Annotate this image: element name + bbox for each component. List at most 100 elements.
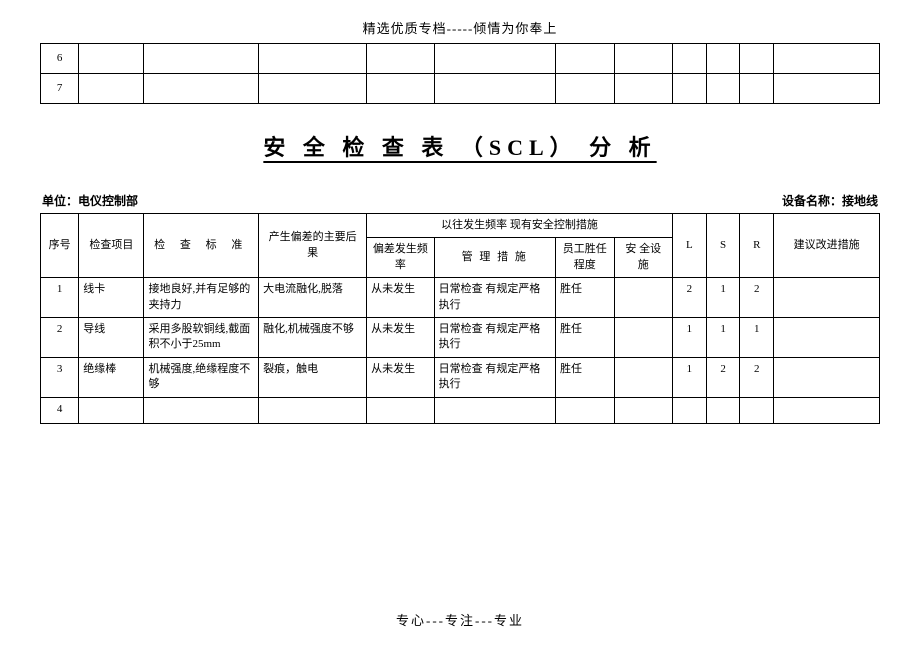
cell-deviation: 大电流融化,脱落 bbox=[259, 278, 367, 318]
cell-emp: 胜任 bbox=[556, 357, 614, 397]
cell bbox=[774, 74, 880, 104]
cell bbox=[672, 44, 706, 74]
document-title: 安 全 检 查 表 （SCL） 分 析 bbox=[40, 130, 880, 162]
cell-suggest bbox=[774, 397, 880, 423]
cell bbox=[367, 74, 434, 104]
equipment-field: 设备名称：接地线 bbox=[782, 192, 878, 209]
document-page: 精选优质专档-----倾情为你奉上 6 7 安 全 检 查 表 （SCL） 分 … bbox=[0, 0, 920, 651]
cell bbox=[740, 74, 774, 104]
cell bbox=[706, 74, 740, 104]
cell-item: 绝缘棒 bbox=[79, 357, 144, 397]
table-row: 2 导线 采用多股软铜线,截面积不小于25mm 融化,机械强度不够 从未发生 日… bbox=[41, 317, 880, 357]
cell-item bbox=[79, 397, 144, 423]
col-S: S bbox=[706, 214, 740, 278]
cell-L: 1 bbox=[672, 357, 706, 397]
cell-seq: 2 bbox=[41, 317, 79, 357]
cell-suggest bbox=[774, 278, 880, 318]
cell-facility bbox=[614, 317, 672, 357]
cell bbox=[774, 44, 880, 74]
meta-line: 单位：电仪控制部 设备名称：接地线 bbox=[40, 192, 880, 209]
cell bbox=[144, 44, 259, 74]
col-suggest: 建议改进措施 bbox=[774, 214, 880, 278]
cell-seq: 6 bbox=[41, 44, 79, 74]
unit-label: 单位： bbox=[42, 194, 78, 208]
col-L: L bbox=[672, 214, 706, 278]
cell bbox=[672, 74, 706, 104]
header-row-1: 序号 检查项目 检 查 标 准 产生偏差的主要后 果 以往发生频率 现有安全控制… bbox=[41, 214, 880, 238]
cell-R: 2 bbox=[740, 278, 774, 318]
cell-S: 1 bbox=[706, 317, 740, 357]
cell-facility bbox=[614, 357, 672, 397]
table-row: 3 绝缘棒 机械强度,绝缘程度不够 裂痕，触电 从未发生 日常检查 有规定严格执… bbox=[41, 357, 880, 397]
cell-mgmt: 日常检查 有规定严格执行 bbox=[434, 278, 555, 318]
col-facility: 安 全设 施 bbox=[614, 238, 672, 278]
col-item: 检查项目 bbox=[79, 214, 144, 278]
cell-item: 线卡 bbox=[79, 278, 144, 318]
table-row: 6 bbox=[41, 44, 880, 74]
cell-standard: 接地良好,并有足够的夹持力 bbox=[144, 278, 259, 318]
page-top-header: 精选优质专档-----倾情为你奉上 bbox=[40, 18, 880, 37]
cell-deviation: 融化,机械强度不够 bbox=[259, 317, 367, 357]
cell bbox=[144, 74, 259, 104]
cell bbox=[367, 44, 434, 74]
cell-seq: 3 bbox=[41, 357, 79, 397]
cell-S: 2 bbox=[706, 357, 740, 397]
col-mgmt: 管 理 措 施 bbox=[434, 238, 555, 278]
cell-S bbox=[706, 397, 740, 423]
table-row: 4 bbox=[41, 397, 880, 423]
unit-field: 单位：电仪控制部 bbox=[42, 192, 138, 209]
cell-seq: 7 bbox=[41, 74, 79, 104]
col-R: R bbox=[740, 214, 774, 278]
cell-R bbox=[740, 397, 774, 423]
cell bbox=[79, 44, 144, 74]
cell bbox=[556, 44, 614, 74]
cell-suggest bbox=[774, 317, 880, 357]
cell-devfreq bbox=[367, 397, 434, 423]
cell bbox=[259, 44, 367, 74]
cell-S: 1 bbox=[706, 278, 740, 318]
col-dev-freq: 偏差发生频率 bbox=[367, 238, 434, 278]
table-row: 1 线卡 接地良好,并有足够的夹持力 大电流融化,脱落 从未发生 日常检查 有规… bbox=[41, 278, 880, 318]
cell-mgmt: 日常检查 有规定严格执行 bbox=[434, 357, 555, 397]
cell-L bbox=[672, 397, 706, 423]
cell-R: 1 bbox=[740, 317, 774, 357]
cell bbox=[614, 44, 672, 74]
cell-devfreq: 从未发生 bbox=[367, 357, 434, 397]
cell-standard: 机械强度,绝缘程度不够 bbox=[144, 357, 259, 397]
cell bbox=[434, 44, 555, 74]
scl-table: 序号 检查项目 检 查 标 准 产生偏差的主要后 果 以往发生频率 现有安全控制… bbox=[40, 213, 880, 424]
cell bbox=[434, 74, 555, 104]
cell bbox=[556, 74, 614, 104]
col-deviation: 产生偏差的主要后 果 bbox=[259, 214, 367, 278]
col-seq: 序号 bbox=[41, 214, 79, 278]
cell bbox=[614, 74, 672, 104]
cell-emp: 胜任 bbox=[556, 317, 614, 357]
col-group-control: 以往发生频率 现有安全控制措施 bbox=[367, 214, 673, 238]
cell-emp: 胜任 bbox=[556, 278, 614, 318]
cell-item: 导线 bbox=[79, 317, 144, 357]
cell-standard: 采用多股软铜线,截面积不小于25mm bbox=[144, 317, 259, 357]
cell-mgmt: 日常检查 有规定严格执行 bbox=[434, 317, 555, 357]
equipment-label: 设备名称： bbox=[782, 194, 842, 208]
cell bbox=[706, 44, 740, 74]
cell-facility bbox=[614, 278, 672, 318]
page-footer: 专心---专注---专业 bbox=[0, 610, 920, 629]
cell-deviation: 裂痕，触电 bbox=[259, 357, 367, 397]
cell bbox=[740, 44, 774, 74]
col-standard: 检 查 标 准 bbox=[144, 214, 259, 278]
equipment-value: 接地线 bbox=[842, 194, 878, 208]
cell-deviation bbox=[259, 397, 367, 423]
cell-L: 2 bbox=[672, 278, 706, 318]
cell-R: 2 bbox=[740, 357, 774, 397]
table-row: 7 bbox=[41, 74, 880, 104]
cell-seq: 4 bbox=[41, 397, 79, 423]
col-emp: 员工胜任程度 bbox=[556, 238, 614, 278]
unit-value: 电仪控制部 bbox=[78, 194, 138, 208]
cell bbox=[259, 74, 367, 104]
cell-emp bbox=[556, 397, 614, 423]
cell bbox=[79, 74, 144, 104]
cell-devfreq: 从未发生 bbox=[367, 317, 434, 357]
stub-table: 6 7 bbox=[40, 43, 880, 104]
cell-seq: 1 bbox=[41, 278, 79, 318]
cell-mgmt bbox=[434, 397, 555, 423]
